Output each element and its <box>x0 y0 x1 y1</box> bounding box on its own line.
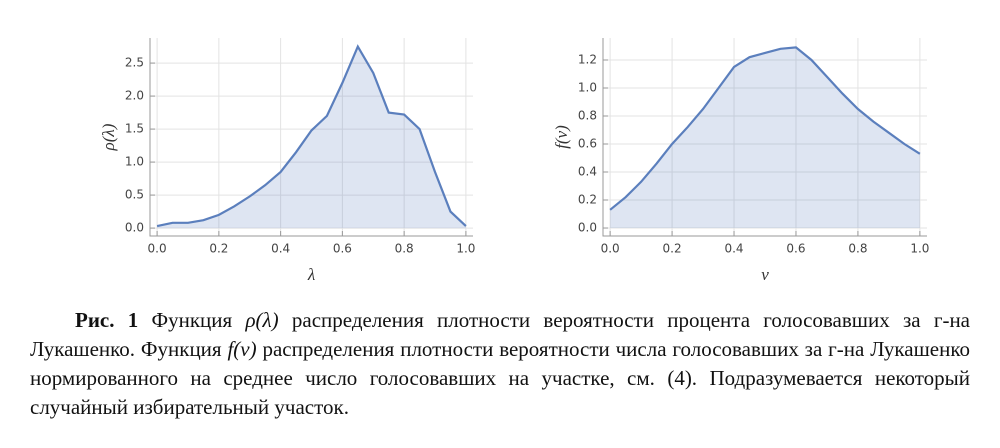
area <box>157 46 466 229</box>
caption-text: распределения плотности вероятности проц… <box>30 308 970 361</box>
x-tick-label: 0.6 <box>333 242 352 256</box>
x-axis-label: ν <box>761 265 769 284</box>
y-tick-label: 1.5 <box>125 122 144 136</box>
x-tick-label: 0.8 <box>395 242 414 256</box>
y-tick-label: 1.0 <box>125 155 144 169</box>
x-tick-label: 0.8 <box>848 242 867 256</box>
line <box>156 44 467 228</box>
caption: Рис. 1 Функция ρ(λ) распределения плотно… <box>30 306 970 422</box>
x-tick-label: 1.0 <box>910 242 929 256</box>
x-tick-label: 0.2 <box>663 242 682 256</box>
y-tick-label: 2.0 <box>125 89 144 103</box>
line <box>609 46 921 211</box>
y-tick-label: 0.0 <box>125 221 144 235</box>
x-tick-label: 0.6 <box>786 242 805 256</box>
frame <box>602 38 927 237</box>
y-tick-label: 0.2 <box>578 193 597 207</box>
y-axis-label: ρ(λ) <box>99 123 118 151</box>
y-tick-label: 1.2 <box>578 52 597 66</box>
caption-text: распределения плотности вероятности числ… <box>30 337 970 419</box>
y-tick-label: 2.5 <box>125 56 144 70</box>
caption-math: f(ν) <box>227 337 257 361</box>
x-tick-label: 0.2 <box>209 242 228 256</box>
x-tick-label: 0.4 <box>724 242 743 256</box>
area <box>610 47 920 229</box>
y-tick-label: 0.6 <box>578 137 597 151</box>
y-tick-label: 1.0 <box>578 80 597 94</box>
y-tick-label: 0.4 <box>578 165 597 179</box>
y-tick-label: 0.8 <box>578 108 597 122</box>
frame <box>149 38 473 237</box>
x-axis-label: λ <box>307 265 315 284</box>
x-tick-label: 1.0 <box>456 242 475 256</box>
caption-text: Функция <box>138 308 246 332</box>
figure: 0.0 0.5 1.0 1.5 2.0 2.5 0.0 0.2 0.4 0.6 0.8 1.0 λ ρ(λ… <box>99 38 929 284</box>
x-tick-label: 0.0 <box>601 242 620 256</box>
y-tick-label: 0.0 <box>578 221 597 235</box>
y-axis-label: f(ν) <box>552 125 571 149</box>
caption-math: ρ(λ) <box>245 308 279 332</box>
x-tick-label: 0.0 <box>148 242 167 256</box>
y-tick-label: 0.5 <box>125 188 144 202</box>
caption-label: Рис. 1 <box>75 308 139 332</box>
x-tick-label: 0.4 <box>271 242 290 256</box>
